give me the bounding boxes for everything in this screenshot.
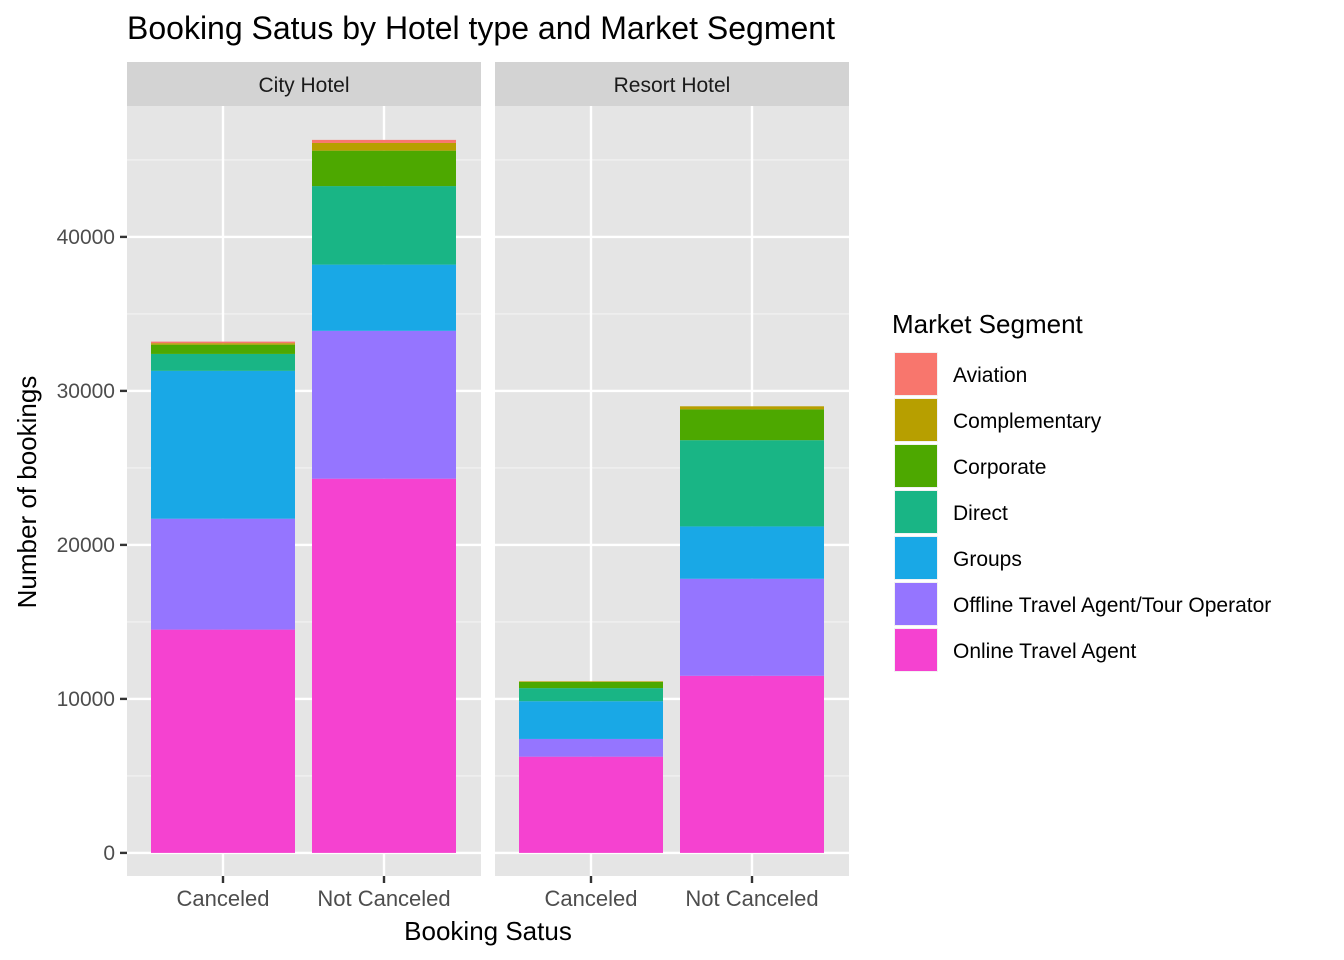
bar-segment: [519, 688, 663, 702]
facet-strip-label: Resort Hotel: [614, 74, 731, 97]
bar-segment: [312, 264, 456, 331]
chart-title: Booking Satus by Hotel type and Market S…: [127, 10, 835, 46]
legend-swatch: [895, 537, 937, 579]
bar-segment: [680, 409, 824, 441]
x-tick-label: Not Canceled: [685, 886, 818, 911]
x-tick-label: Canceled: [545, 886, 638, 911]
legend-label: Groups: [953, 548, 1022, 571]
stacked-bar: [519, 681, 663, 853]
y-tick-label: 20000: [57, 534, 115, 557]
y-tick-label: 40000: [57, 226, 115, 249]
x-axis-title: Booking Satus: [404, 916, 572, 946]
facet-strip: [127, 62, 481, 106]
y-tick-label: 10000: [57, 688, 115, 711]
legend-label: Online Travel Agent: [953, 640, 1136, 663]
x-tick-label: Not Canceled: [317, 886, 450, 911]
legend-swatch: [895, 583, 937, 625]
bar-segment: [151, 341, 295, 344]
y-axis: 0 10000 20000 30000 40000: [57, 226, 127, 865]
bar-segment: [151, 343, 295, 345]
facet-strip-label: City Hotel: [258, 74, 349, 97]
stacked-bar: [151, 341, 295, 853]
bar-segment: [151, 370, 295, 519]
y-axis-title: Number of bookings: [12, 376, 42, 609]
facet-panel: City Hotel Canceled Not Canceled: [127, 62, 481, 911]
x-tick-label: Canceled: [177, 886, 270, 911]
y-tick-label: 0: [103, 842, 115, 865]
bar-segment: [519, 738, 663, 757]
facet-panel: Resort Hotel Canceled Not Canceled: [495, 62, 849, 911]
bar-segment: [519, 756, 663, 853]
legend: Market Segment Aviation Complementary Corp…: [892, 309, 1271, 672]
bar-segment: [680, 675, 824, 853]
bar-segment: [151, 344, 295, 354]
legend-swatch: [895, 399, 937, 441]
bar-segment: [680, 406, 824, 410]
stacked-bar: [312, 139, 456, 853]
legend-label: Offline Travel Agent/Tour Operator: [953, 594, 1271, 617]
legend-swatch: [895, 353, 937, 395]
legend-swatch: [895, 629, 937, 671]
bar-segment: [312, 330, 456, 479]
legend-label: Direct: [953, 502, 1008, 525]
legend-swatch: [895, 445, 937, 487]
legend-swatch: [895, 491, 937, 533]
bar-segment: [680, 440, 824, 527]
legend-label: Aviation: [953, 364, 1027, 387]
stacked-bar: [680, 406, 824, 853]
legend-label: Corporate: [953, 456, 1046, 479]
bar-segment: [312, 150, 456, 187]
bar-segment: [680, 578, 824, 676]
bar-segment: [312, 186, 456, 265]
bar-segment: [312, 139, 456, 143]
y-tick-label: 30000: [57, 380, 115, 403]
facet-strip: [495, 62, 849, 106]
bar-segment: [312, 478, 456, 853]
legend-title: Market Segment: [892, 309, 1084, 339]
bar-segment: [680, 526, 824, 579]
bar-segment: [151, 353, 295, 371]
bar-segment: [151, 629, 295, 853]
bar-segment: [151, 518, 295, 630]
bar-segment: [519, 681, 663, 682]
bar-segment: [312, 142, 456, 151]
bar-segment: [519, 681, 663, 689]
bar-segment: [519, 701, 663, 739]
legend-label: Complementary: [953, 410, 1102, 433]
